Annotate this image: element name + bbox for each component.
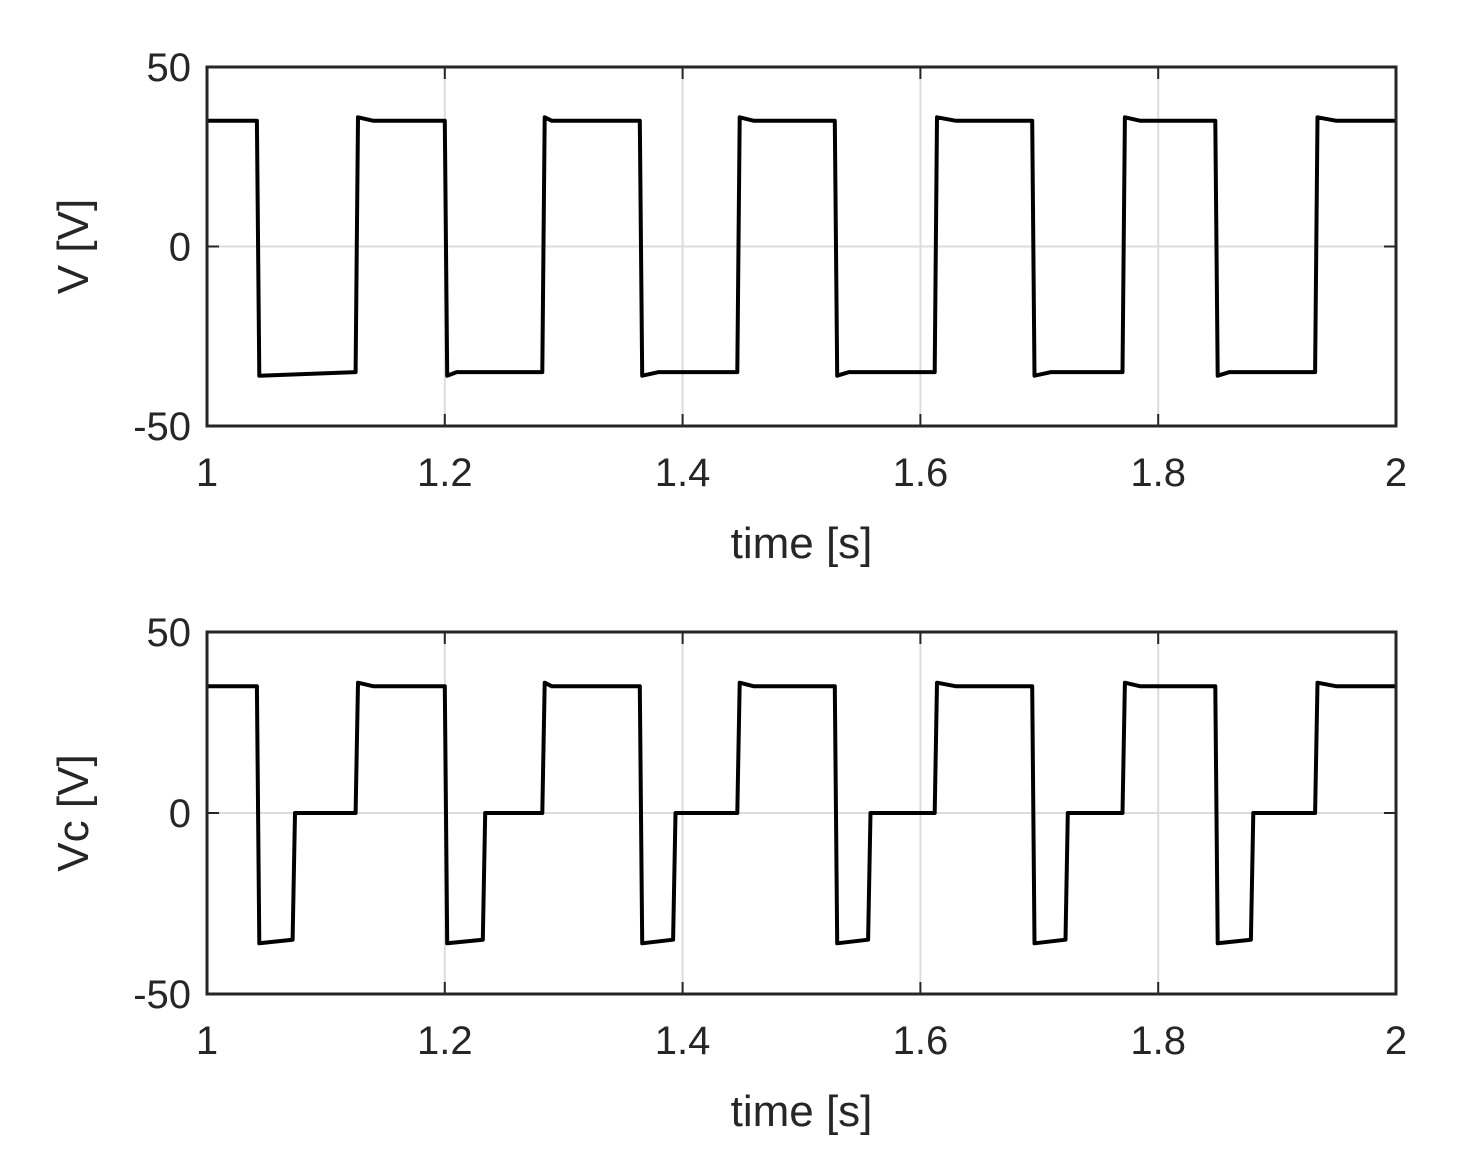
top-x-tick-label-1: 1.2 xyxy=(417,451,473,495)
bottom-x-tick-label-1: 1.2 xyxy=(417,1019,473,1063)
top-y-tick-label-2: 50 xyxy=(147,46,192,90)
bottom-y-tick-label-2: 50 xyxy=(147,611,192,655)
top-y-tick-label-0: -50 xyxy=(133,405,191,449)
top-y-tick-label-1: 0 xyxy=(169,226,191,270)
top-plot: 1 1.2 1.4 1.6 1.8 2 -50 0 50 time [s] V [V] xyxy=(49,46,1407,568)
bottom-series-line-0 xyxy=(207,680,1396,946)
bottom-x-tick-label-4: 1.8 xyxy=(1130,1019,1186,1063)
bottom-x-axis-label: time [s] xyxy=(731,1087,873,1136)
bottom-plot: 1 1.2 1.4 1.6 1.8 2 -50 0 50 time [s] Vc [V] xyxy=(49,611,1407,1136)
top-y-axis-label: V [V] xyxy=(49,199,98,294)
top-x-tick-label-2: 1.4 xyxy=(655,451,711,495)
top-x-tick-label-4: 1.8 xyxy=(1130,451,1186,495)
bottom-x-tick-label-2: 1.4 xyxy=(655,1019,711,1063)
bottom-y-tick-label-0: -50 xyxy=(133,973,191,1017)
bottom-x-tick-label-3: 1.6 xyxy=(893,1019,949,1063)
bottom-y-tick-label-1: 0 xyxy=(169,792,191,836)
bottom-y-axis-label: Vc [V] xyxy=(49,754,98,871)
top-series-line-0 xyxy=(207,115,1396,378)
top-axes-box xyxy=(205,65,1398,428)
bottom-x-tick-label-5: 2 xyxy=(1385,1019,1407,1063)
bottom-axes-box xyxy=(205,630,1398,996)
top-x-tick-label-5: 2 xyxy=(1385,451,1407,495)
top-x-axis-label: time [s] xyxy=(731,519,873,568)
top-x-tick-label-3: 1.6 xyxy=(893,451,949,495)
top-x-tick-label-0: 1 xyxy=(196,451,218,495)
bottom-x-tick-label-0: 1 xyxy=(196,1019,218,1063)
